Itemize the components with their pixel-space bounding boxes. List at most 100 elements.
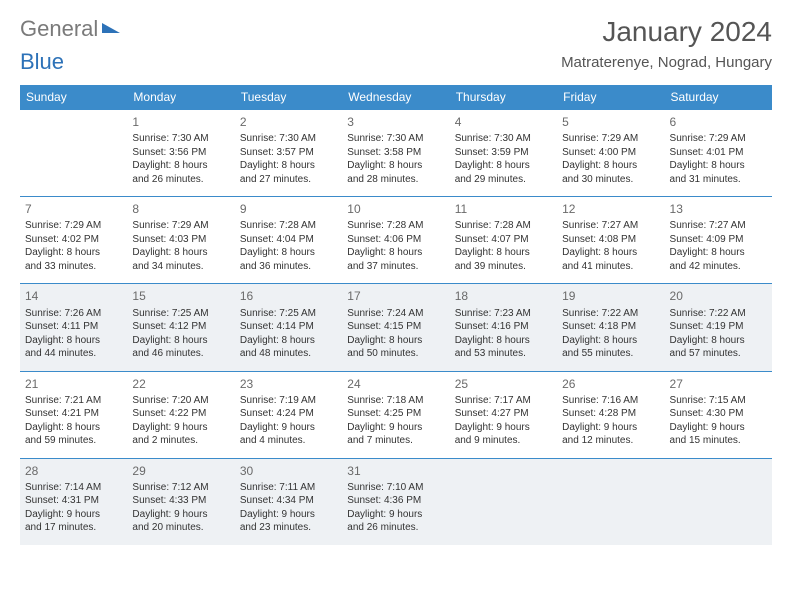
day-info-line: Sunset: 4:06 PM [347,233,444,247]
calendar-day-cell: 30Sunrise: 7:11 AMSunset: 4:34 PMDayligh… [235,458,342,545]
day-info-line: Sunset: 3:56 PM [132,146,229,160]
weekday-header-row: SundayMondayTuesdayWednesdayThursdayFrid… [20,85,772,110]
calendar-day-cell: 27Sunrise: 7:15 AMSunset: 4:30 PMDayligh… [665,371,772,458]
calendar-week-row: 1Sunrise: 7:30 AMSunset: 3:56 PMDaylight… [20,110,772,197]
day-number: 13 [670,201,767,217]
day-info-line: and 44 minutes. [25,347,122,361]
day-number: 5 [562,114,659,130]
day-info-line: and 42 minutes. [670,260,767,274]
calendar-day-cell: 24Sunrise: 7:18 AMSunset: 4:25 PMDayligh… [342,371,449,458]
calendar-day-cell: 21Sunrise: 7:21 AMSunset: 4:21 PMDayligh… [20,371,127,458]
day-info-line: Sunset: 4:22 PM [132,407,229,421]
calendar-day-cell: 19Sunrise: 7:22 AMSunset: 4:18 PMDayligh… [557,284,664,371]
day-number: 30 [240,463,337,479]
weekday-header: Sunday [20,85,127,110]
day-number: 18 [455,288,552,304]
day-info-line: Daylight: 9 hours [347,421,444,435]
day-info-line: and 17 minutes. [25,521,122,535]
calendar-day-cell: 17Sunrise: 7:24 AMSunset: 4:15 PMDayligh… [342,284,449,371]
day-info-line: and 26 minutes. [347,521,444,535]
day-info-line: Sunrise: 7:12 AM [132,481,229,495]
day-number: 1 [132,114,229,130]
day-info-line: Sunset: 4:18 PM [562,320,659,334]
day-info-line: Sunset: 4:28 PM [562,407,659,421]
day-info-line: Daylight: 8 hours [347,246,444,260]
day-info-line: Daylight: 9 hours [132,508,229,522]
day-info-line: Sunrise: 7:30 AM [347,132,444,146]
calendar-day-cell: 3Sunrise: 7:30 AMSunset: 3:58 PMDaylight… [342,110,449,197]
day-info-line: Daylight: 8 hours [132,159,229,173]
day-info-line: and 4 minutes. [240,434,337,448]
day-info-line: Sunset: 4:04 PM [240,233,337,247]
calendar-day-cell: 15Sunrise: 7:25 AMSunset: 4:12 PMDayligh… [127,284,234,371]
day-info-line: and 34 minutes. [132,260,229,274]
day-number: 4 [455,114,552,130]
day-info-line: Daylight: 9 hours [240,421,337,435]
day-info-line: Sunrise: 7:24 AM [347,307,444,321]
day-info-line: Daylight: 8 hours [132,246,229,260]
day-info-line: and 15 minutes. [670,434,767,448]
day-info-line: Daylight: 9 hours [240,508,337,522]
day-info-line: Sunset: 4:19 PM [670,320,767,334]
weekday-header: Tuesday [235,85,342,110]
logo-triangle-icon [102,23,120,33]
day-number: 12 [562,201,659,217]
calendar-day-cell: 8Sunrise: 7:29 AMSunset: 4:03 PMDaylight… [127,197,234,284]
day-info-line: Sunrise: 7:10 AM [347,481,444,495]
day-info-line: Sunrise: 7:22 AM [670,307,767,321]
calendar-day-cell: 16Sunrise: 7:25 AMSunset: 4:14 PMDayligh… [235,284,342,371]
weekday-header: Friday [557,85,664,110]
weekday-header: Monday [127,85,234,110]
day-number: 23 [240,376,337,392]
day-number: 22 [132,376,229,392]
day-info-line: Daylight: 8 hours [670,246,767,260]
month-title: January 2024 [561,16,772,48]
day-info-line: Daylight: 8 hours [455,159,552,173]
day-number: 8 [132,201,229,217]
day-info-line: Sunset: 4:01 PM [670,146,767,160]
day-info-line: Sunrise: 7:29 AM [670,132,767,146]
calendar-day-cell: 9Sunrise: 7:28 AMSunset: 4:04 PMDaylight… [235,197,342,284]
day-info-line: Sunrise: 7:23 AM [455,307,552,321]
day-info-line: and 57 minutes. [670,347,767,361]
day-info-line: and 50 minutes. [347,347,444,361]
day-number: 16 [240,288,337,304]
day-info-line: Daylight: 8 hours [562,159,659,173]
day-info-line: Sunset: 4:25 PM [347,407,444,421]
day-number: 15 [132,288,229,304]
day-info-line: Sunrise: 7:16 AM [562,394,659,408]
day-info-line: Daylight: 9 hours [132,421,229,435]
calendar-week-row: 28Sunrise: 7:14 AMSunset: 4:31 PMDayligh… [20,458,772,545]
calendar-day-cell: 7Sunrise: 7:29 AMSunset: 4:02 PMDaylight… [20,197,127,284]
day-info-line: Sunset: 4:09 PM [670,233,767,247]
day-info-line: and 27 minutes. [240,173,337,187]
calendar-day-cell: 23Sunrise: 7:19 AMSunset: 4:24 PMDayligh… [235,371,342,458]
day-info-line: Sunrise: 7:27 AM [670,219,767,233]
day-info-line: Daylight: 8 hours [347,334,444,348]
day-info-line: and 2 minutes. [132,434,229,448]
calendar-day-cell: 29Sunrise: 7:12 AMSunset: 4:33 PMDayligh… [127,458,234,545]
day-number: 26 [562,376,659,392]
title-block: January 2024 Matraterenye, Nograd, Hunga… [561,16,772,71]
calendar-empty-cell [450,458,557,545]
day-info-line: Daylight: 9 hours [347,508,444,522]
day-info-line: and 59 minutes. [25,434,122,448]
day-info-line: Sunset: 3:59 PM [455,146,552,160]
day-info-line: Sunset: 3:57 PM [240,146,337,160]
calendar-day-cell: 22Sunrise: 7:20 AMSunset: 4:22 PMDayligh… [127,371,234,458]
day-info-line: Sunrise: 7:15 AM [670,394,767,408]
day-info-line: Sunrise: 7:28 AM [455,219,552,233]
calendar-day-cell: 5Sunrise: 7:29 AMSunset: 4:00 PMDaylight… [557,110,664,197]
day-number: 6 [670,114,767,130]
day-info-line: Sunset: 4:07 PM [455,233,552,247]
day-info-line: Sunrise: 7:28 AM [240,219,337,233]
day-info-line: Daylight: 8 hours [240,334,337,348]
day-info-line: Sunset: 4:02 PM [25,233,122,247]
day-info-line: Daylight: 9 hours [670,421,767,435]
calendar-week-row: 21Sunrise: 7:21 AMSunset: 4:21 PMDayligh… [20,371,772,458]
day-info-line: Daylight: 8 hours [562,246,659,260]
calendar-day-cell: 1Sunrise: 7:30 AMSunset: 3:56 PMDaylight… [127,110,234,197]
day-number: 21 [25,376,122,392]
day-info-line: Sunrise: 7:28 AM [347,219,444,233]
calendar-week-row: 7Sunrise: 7:29 AMSunset: 4:02 PMDaylight… [20,197,772,284]
